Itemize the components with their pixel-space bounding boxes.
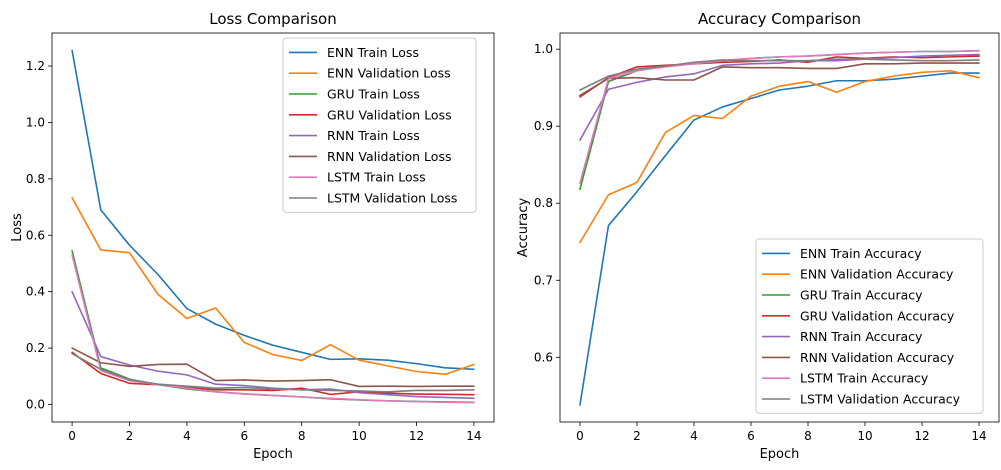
y-tick-label: 0.7 <box>534 273 553 287</box>
series-line-rnn-validation-accuracy <box>579 62 980 97</box>
legend-label: ENN Validation Loss <box>327 66 451 81</box>
legend-item: ENN Train Accuracy <box>762 246 922 261</box>
legend-item: LSTM Train Loss <box>289 170 426 185</box>
legend-label: GRU Validation Loss <box>327 107 452 122</box>
y-tick-label: 0.6 <box>534 350 553 364</box>
y-tick-label: 0.6 <box>26 228 45 242</box>
x-tick-label: 12 <box>409 429 424 443</box>
x-tick-label: 10 <box>857 429 872 443</box>
legend-item: GRU Train Loss <box>289 87 420 102</box>
legend-label: RNN Validation Loss <box>327 149 451 164</box>
legend-item: LSTM Validation Loss <box>289 191 457 206</box>
legend-label: GRU Validation Accuracy <box>800 308 955 323</box>
legend-item: LSTM Train Accuracy <box>762 371 929 386</box>
legend-label: LSTM Train Loss <box>327 170 426 185</box>
legend: ENN Train Loss ENN Validation Loss GRU Tra… <box>282 37 477 213</box>
legend-label: ENN Validation Accuracy <box>800 267 954 282</box>
x-axis-label: Epoch <box>760 447 800 462</box>
legend-box <box>755 238 984 414</box>
legend-label: RNN Train Accuracy <box>800 329 923 344</box>
series-line-rnn-train-accuracy <box>579 53 980 141</box>
series-line-gru-validation-loss <box>71 351 475 396</box>
legend-label: GRU Train Loss <box>327 87 420 102</box>
legend-label: RNN Validation Accuracy <box>800 350 955 365</box>
legend-item: GRU Validation Accuracy <box>762 308 955 323</box>
y-tick-label: 1.0 <box>26 115 45 129</box>
x-tick-label: 12 <box>914 429 929 443</box>
series-line-lstm-validation-accuracy <box>579 58 980 91</box>
legend-item: GRU Train Accuracy <box>762 288 923 303</box>
legend-item: RNN Train Loss <box>289 128 420 143</box>
x-tick-label: 6 <box>240 429 248 443</box>
legend-label: LSTM Train Accuracy <box>800 371 929 386</box>
chart-title: Loss Comparison <box>209 10 336 28</box>
y-tick-label: 0.2 <box>26 341 45 355</box>
legend-item: ENN Validation Accuracy <box>762 267 954 282</box>
y-tick-label: 0.9 <box>534 119 553 133</box>
series-line-rnn-validation-loss <box>71 347 475 388</box>
x-axis-label: Epoch <box>253 447 293 462</box>
axes-frame <box>559 32 1000 423</box>
y-tick-label: 0.8 <box>26 172 45 186</box>
chart-0: Loss Comparison 0 2 4 6 8 10 12 14 0.0 0.2 0.4 0.6 0.… <box>10 10 495 462</box>
x-tick-label: 10 <box>351 429 366 443</box>
x-tick-label: 8 <box>804 429 812 443</box>
legend-item: RNN Validation Accuracy <box>762 350 955 365</box>
legend-label: LSTM Validation Accuracy <box>800 392 961 407</box>
series-group <box>579 49 980 406</box>
x-tick-label: 8 <box>298 429 306 443</box>
legend-label: ENN Train Loss <box>327 45 419 60</box>
series-line-lstm-validation-loss <box>71 352 475 393</box>
axes-frame <box>51 32 495 423</box>
y-tick-label: 0.4 <box>26 285 45 299</box>
y-tick-label: 0.0 <box>26 398 45 412</box>
x-tick-label: 4 <box>183 429 191 443</box>
series-line-enn-train-accuracy <box>579 72 980 406</box>
y-tick-label: 1.0 <box>534 42 553 56</box>
x-tick-label: 4 <box>690 429 698 443</box>
legend-item: RNN Validation Loss <box>289 149 451 164</box>
series-group <box>71 49 475 404</box>
series-line-rnn-train-loss <box>71 290 475 400</box>
x-tick-label: 0 <box>68 429 76 443</box>
x-tick-label: 6 <box>747 429 755 443</box>
legend-label: GRU Train Accuracy <box>800 288 923 303</box>
legend-label: RNN Train Loss <box>327 128 420 143</box>
series-line-enn-train-loss <box>71 49 475 371</box>
legend-label: ENN Train Accuracy <box>800 246 922 261</box>
y-axis-label: Accuracy <box>516 198 531 258</box>
legend-item: GRU Validation Loss <box>289 107 452 122</box>
y-tick-label: 0.8 <box>534 196 553 210</box>
y-axis-label: Loss <box>10 213 25 242</box>
legend-item: ENN Train Loss <box>289 45 419 60</box>
legend-item: ENN Validation Loss <box>289 66 451 81</box>
legend: ENN Train Accuracy ENN Validation Accurac… <box>755 238 984 414</box>
series-line-enn-validation-loss <box>71 196 475 376</box>
legend-item: RNN Train Accuracy <box>762 329 923 344</box>
x-tick-label: 14 <box>971 429 986 443</box>
x-tick-label: 2 <box>633 429 641 443</box>
series-line-lstm-train-accuracy <box>579 49 980 185</box>
x-tick-label: 2 <box>126 429 134 443</box>
y-tick-label: 1.2 <box>26 59 45 73</box>
legend-item: LSTM Validation Accuracy <box>762 392 961 407</box>
legend-label: LSTM Validation Loss <box>327 191 457 206</box>
x-tick-label: 14 <box>466 429 481 443</box>
chart-1: Accuracy Comparison 0 2 4 6 8 10 12 14 0.6 0.7 0.8 0… <box>516 10 1000 462</box>
legend-box <box>282 37 477 213</box>
series-line-enn-validation-accuracy <box>579 69 980 244</box>
x-tick-label: 0 <box>576 429 584 443</box>
chart-title: Accuracy Comparison <box>698 10 861 28</box>
